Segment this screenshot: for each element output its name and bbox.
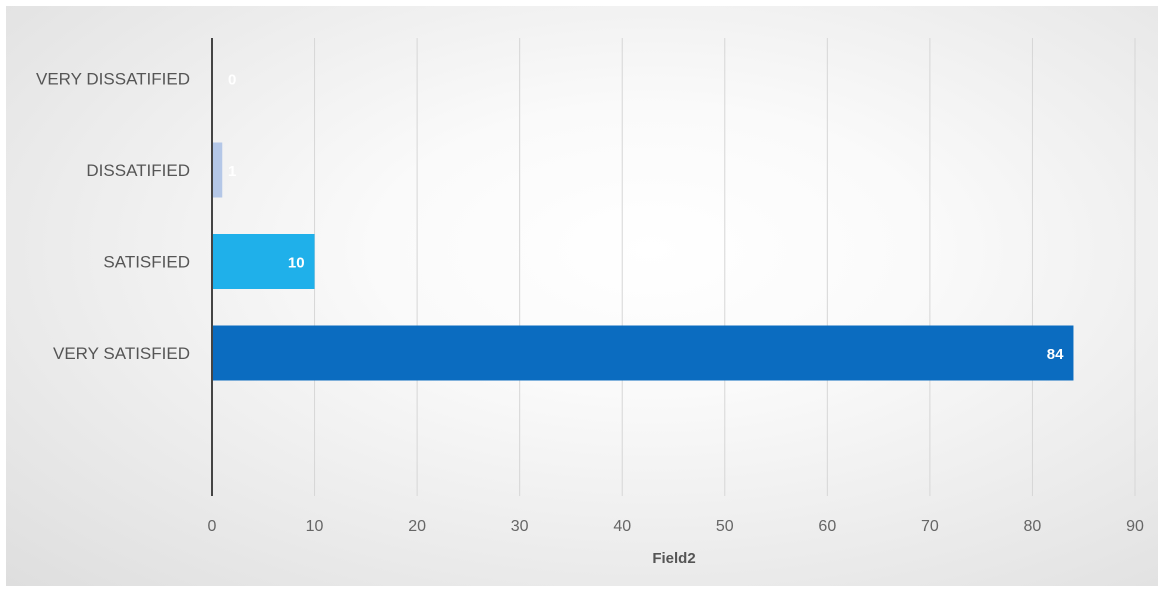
- category-label: DISSATIFIED: [86, 161, 190, 180]
- chart-area: VERY DISSATIFIED DISSATIFIED SATISFIED VERY…: [6, 6, 1158, 586]
- x-tick-label: 50: [716, 518, 734, 535]
- data-label: 1: [228, 163, 236, 180]
- category-labels: VERY DISSATIFIED DISSATIFIED SATISFIED VERY…: [36, 70, 190, 364]
- gridlines: [314, 38, 1136, 496]
- category-label: VERY DISSATIFIED: [36, 70, 190, 89]
- category-label: SATISFIED: [103, 253, 190, 272]
- x-tick-label: 80: [1024, 518, 1042, 535]
- x-axis-title: Field2: [652, 550, 695, 567]
- x-tick-label: 10: [306, 518, 324, 535]
- bar-chart: VERY DISSATIFIED DISSATIFIED SATISFIED VERY…: [36, 38, 1144, 567]
- x-tick-label: 0: [208, 518, 217, 535]
- bar-dissatified: [212, 142, 223, 198]
- data-label: 84: [1047, 346, 1064, 363]
- x-tick-labels: 0 10 20 30 40 50 60 70 80 90: [208, 518, 1144, 535]
- category-label: VERY SATISFIED: [53, 344, 190, 363]
- x-tick-label: 90: [1126, 518, 1144, 535]
- x-tick-label: 70: [921, 518, 939, 535]
- x-tick-label: 60: [818, 518, 836, 535]
- x-tick-label: 20: [408, 518, 426, 535]
- data-label: 10: [288, 255, 305, 272]
- bar-satisfied: [212, 234, 315, 289]
- data-label: 0: [228, 72, 236, 89]
- bars: [212, 142, 1074, 381]
- x-tick-label: 30: [511, 518, 529, 535]
- x-tick-label: 40: [613, 518, 631, 535]
- bar-very-satisfied: [212, 325, 1074, 381]
- data-labels: 0 1 10 84: [228, 72, 1064, 364]
